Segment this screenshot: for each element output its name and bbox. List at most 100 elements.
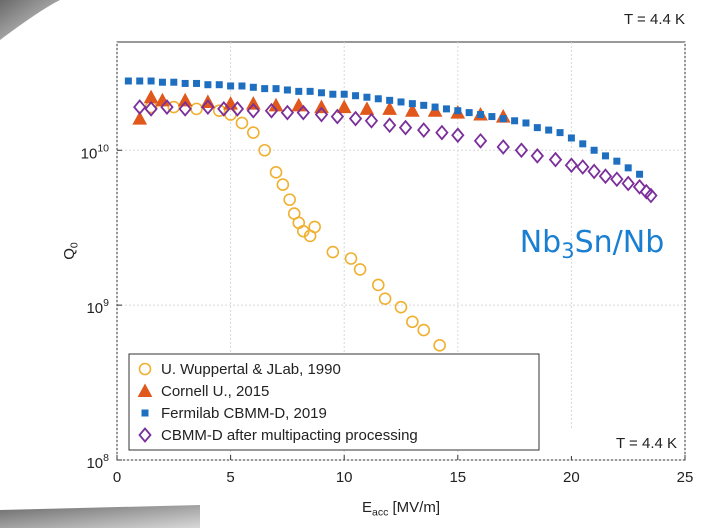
- marker-square: [227, 82, 235, 90]
- top-note: T = 4.4 K: [624, 11, 685, 28]
- y-tick-label: 1010: [81, 142, 110, 162]
- marker-square: [613, 157, 621, 165]
- marker-diamond: [133, 99, 147, 115]
- legend-marker: [138, 362, 152, 376]
- marker-diamond: [548, 151, 563, 168]
- marker-diamond: [382, 117, 397, 134]
- marker-circle: [247, 126, 260, 139]
- marker-square: [431, 103, 439, 111]
- marker-square: [340, 90, 348, 98]
- marker-square: [238, 82, 246, 90]
- marker-square: [567, 134, 575, 142]
- marker-diamond: [178, 100, 192, 117]
- marker-circle: [167, 100, 181, 114]
- marker-circle: [326, 245, 340, 259]
- marker-diamond: [610, 171, 624, 188]
- marker-square: [170, 78, 178, 86]
- marker-square: [465, 109, 473, 117]
- marker-square: [386, 96, 394, 104]
- marker-square: [374, 95, 382, 103]
- y-axis-label: Q0: [61, 242, 80, 260]
- marker-diamond: [144, 100, 158, 117]
- marker-circle: [371, 278, 385, 292]
- marker-square: [283, 86, 291, 94]
- marker-diamond: [417, 122, 431, 138]
- marker-diamond: [621, 175, 635, 192]
- marker-diamond: [514, 142, 529, 159]
- legend-marker: [138, 427, 152, 443]
- marker-circle: [417, 323, 431, 337]
- marker-square: [442, 105, 450, 113]
- marker-square: [363, 93, 371, 101]
- marker-square: [408, 100, 416, 108]
- marker-circle: [406, 315, 419, 329]
- marker-square: [545, 126, 553, 134]
- marker-square: [272, 85, 280, 93]
- marker-circle: [378, 292, 392, 306]
- legend-label: CBMM-D after multipacting processing: [161, 427, 418, 444]
- x-tick-label: 10: [336, 469, 353, 486]
- marker-diamond: [496, 139, 510, 155]
- marker-triangle: [382, 101, 397, 115]
- marker-square: [420, 101, 428, 109]
- marker-square: [124, 77, 132, 85]
- marker-square: [397, 98, 405, 106]
- marker-diamond: [264, 102, 279, 119]
- marker-circle: [235, 116, 249, 130]
- marker-diamond: [644, 187, 658, 204]
- marker-square: [499, 115, 507, 123]
- marker-diamond: [398, 119, 413, 136]
- marker-diamond: [230, 100, 245, 117]
- marker-circle: [276, 178, 290, 191]
- marker-diamond: [587, 163, 601, 180]
- marker-square: [477, 111, 485, 119]
- marker-circle: [394, 300, 408, 314]
- marker-square: [636, 170, 644, 178]
- marker-triangle: [336, 99, 352, 114]
- marker-square: [147, 77, 155, 85]
- legend-marker: [137, 383, 153, 397]
- marker-square: [488, 113, 496, 121]
- marker-triangle: [405, 103, 420, 117]
- marker-diamond: [364, 112, 379, 129]
- marker-diamond: [314, 106, 329, 123]
- marker-square: [511, 117, 519, 125]
- marker-circle: [258, 143, 271, 157]
- legend-label: Cornell U., 2015: [161, 383, 269, 400]
- marker-square: [454, 107, 462, 115]
- x-axis-label: Eacc [MV/m]: [362, 499, 440, 518]
- marker-square: [295, 87, 303, 95]
- marker-square: [306, 87, 314, 95]
- marker-square: [193, 79, 201, 87]
- marker-diamond: [435, 124, 449, 141]
- x-tick-label: 20: [563, 469, 580, 486]
- legend-marker: [141, 409, 149, 417]
- marker-square: [329, 90, 337, 98]
- marker-diamond: [348, 110, 363, 127]
- marker-diamond: [201, 99, 215, 115]
- marker-circle: [344, 252, 358, 265]
- marker-circle: [433, 339, 446, 352]
- marker-diamond: [451, 127, 465, 144]
- marker-diamond: [632, 178, 647, 195]
- marker-triangle: [177, 92, 193, 107]
- marker-square: [624, 164, 632, 172]
- marker-diamond: [246, 102, 260, 119]
- marker-diamond: [576, 159, 590, 175]
- marker-circle: [269, 166, 283, 179]
- inner-note: T = 4.4 K: [616, 435, 677, 452]
- marker-diamond: [473, 132, 488, 149]
- marker-square: [181, 79, 189, 87]
- marker-square: [158, 78, 166, 86]
- x-tick-label: 5: [226, 469, 234, 486]
- marker-square: [317, 89, 325, 97]
- marker-diamond: [217, 100, 231, 117]
- marker-diamond: [160, 99, 174, 115]
- marker-diamond: [598, 168, 613, 185]
- marker-square: [249, 83, 257, 91]
- legend-label: Fermilab CBMM-D, 2019: [161, 405, 327, 422]
- marker-square: [533, 124, 541, 132]
- marker-circle: [353, 263, 367, 276]
- marker-square: [579, 140, 587, 148]
